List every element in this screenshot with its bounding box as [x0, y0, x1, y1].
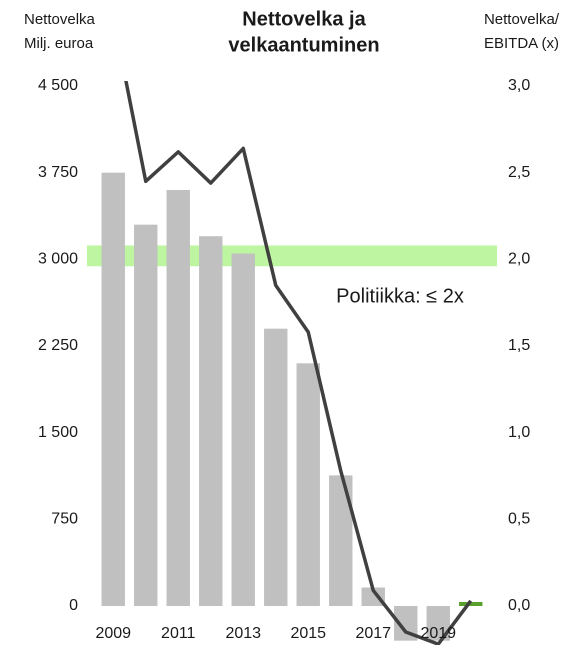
bar [134, 224, 158, 606]
y2-tick-label: 2,5 [508, 164, 530, 181]
bar [231, 253, 255, 607]
y-tick-label: 1 500 [38, 424, 78, 441]
y-tick-label: 4 500 [38, 77, 78, 94]
y2-tick-label: 3,0 [508, 77, 530, 94]
bar [459, 601, 483, 606]
bar [101, 172, 125, 606]
bar [394, 606, 418, 641]
y2-tick-label: 1,5 [508, 337, 530, 354]
y2-tick-label: 2,0 [508, 251, 530, 268]
y2-axis-title: Nettovelka/ [484, 11, 560, 28]
y-tick-label: 750 [51, 511, 78, 528]
chart-title: velkaantuminen [228, 34, 379, 56]
y-axis-title: Milj. euroa [24, 35, 94, 52]
x-tick-label: 2009 [95, 625, 131, 642]
x-tick-label: 2019 [420, 625, 456, 642]
y2-axis-title: EBITDA (x) [484, 35, 559, 52]
bar [166, 190, 190, 606]
y-tick-label: 3 000 [38, 251, 78, 268]
chart-title: Nettovelka ja [242, 8, 366, 30]
bar [329, 475, 353, 606]
y-axis-title: Nettovelka [24, 11, 96, 28]
y-tick-label: 2 250 [38, 337, 78, 354]
x-tick-label: 2013 [225, 625, 261, 642]
bar [264, 328, 288, 606]
line [124, 81, 473, 645]
policy-label: Politiikka: ≤ 2x [336, 285, 464, 307]
x-tick-label: 2017 [355, 625, 391, 642]
x-tick-label: 2015 [290, 625, 326, 642]
y-tick-label: 3 750 [38, 164, 78, 181]
bar [199, 236, 223, 606]
bar [361, 587, 385, 606]
y2-tick-label: 0,5 [508, 511, 530, 528]
y-tick-label: 0 [69, 597, 78, 614]
y2-tick-label: 1,0 [508, 424, 530, 441]
bar [426, 606, 450, 641]
bar [296, 363, 320, 606]
x-tick-label: 2011 [161, 625, 196, 642]
y2-tick-label: 0,0 [508, 597, 530, 614]
